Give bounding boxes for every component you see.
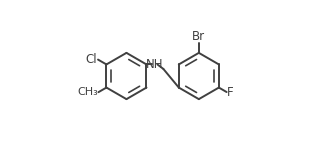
- Text: Br: Br: [192, 30, 206, 43]
- Text: CH₃: CH₃: [77, 87, 98, 97]
- Text: Cl: Cl: [86, 53, 97, 66]
- Text: NH: NH: [146, 58, 163, 71]
- Text: F: F: [227, 86, 234, 98]
